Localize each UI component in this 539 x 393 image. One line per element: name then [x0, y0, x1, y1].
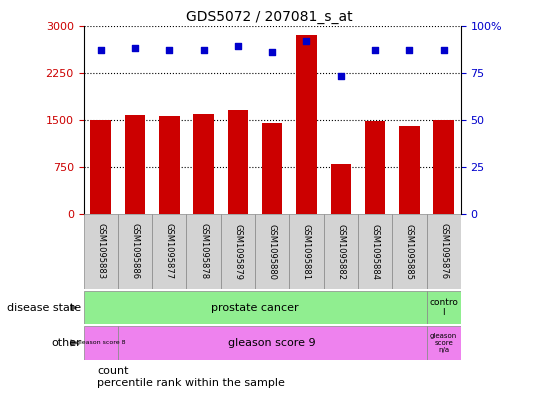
Bar — [125, 115, 146, 214]
Text: gleason
score
n/a: gleason score n/a — [430, 333, 457, 353]
Text: GSM1095876: GSM1095876 — [439, 224, 448, 279]
Text: disease state: disease state — [6, 303, 81, 312]
Text: GSM1095886: GSM1095886 — [130, 224, 140, 279]
Point — [130, 45, 139, 51]
Text: count: count — [97, 366, 128, 376]
Bar — [255, 214, 289, 289]
Text: GSM1095882: GSM1095882 — [336, 224, 345, 279]
Bar — [392, 214, 426, 289]
Text: GSM1095883: GSM1095883 — [96, 224, 105, 279]
Text: GSM1095884: GSM1095884 — [371, 224, 379, 279]
Point — [405, 47, 414, 53]
Text: percentile rank within the sample: percentile rank within the sample — [97, 378, 285, 388]
Text: GSM1095879: GSM1095879 — [233, 224, 243, 279]
Text: GDS5072 / 207081_s_at: GDS5072 / 207081_s_at — [186, 10, 353, 24]
Point — [199, 47, 208, 53]
Point — [165, 47, 174, 53]
Point — [302, 37, 311, 44]
Bar — [262, 123, 282, 214]
Bar — [152, 214, 186, 289]
Bar — [365, 121, 385, 214]
Bar — [289, 214, 323, 289]
Bar — [330, 164, 351, 214]
Bar — [118, 326, 426, 360]
Point — [268, 49, 277, 55]
Bar — [194, 114, 214, 214]
Bar — [399, 126, 420, 214]
Bar — [91, 120, 111, 214]
Bar — [323, 214, 358, 289]
Text: GSM1095881: GSM1095881 — [302, 224, 311, 279]
Text: GSM1095877: GSM1095877 — [165, 224, 174, 279]
Text: gleason score 9: gleason score 9 — [229, 338, 316, 348]
Bar — [84, 214, 118, 289]
Text: other: other — [51, 338, 81, 348]
Bar — [186, 214, 221, 289]
Bar — [426, 214, 461, 289]
Bar — [159, 116, 179, 214]
Bar — [426, 326, 461, 360]
Point — [371, 47, 379, 53]
Bar — [118, 214, 152, 289]
Bar — [221, 214, 255, 289]
Point — [233, 43, 242, 50]
Bar — [433, 120, 454, 214]
Bar — [426, 291, 461, 324]
Point — [336, 73, 345, 80]
Bar — [227, 110, 248, 214]
Text: prostate cancer: prostate cancer — [211, 303, 299, 312]
Text: GSM1095885: GSM1095885 — [405, 224, 414, 279]
Bar — [358, 214, 392, 289]
Point — [439, 47, 448, 53]
Text: GSM1095880: GSM1095880 — [268, 224, 277, 279]
Bar — [296, 35, 317, 214]
Text: GSM1095878: GSM1095878 — [199, 224, 208, 279]
Bar — [84, 326, 118, 360]
Text: contro
l: contro l — [429, 298, 458, 317]
Point — [96, 47, 105, 53]
Text: gleason score 8: gleason score 8 — [76, 340, 126, 345]
